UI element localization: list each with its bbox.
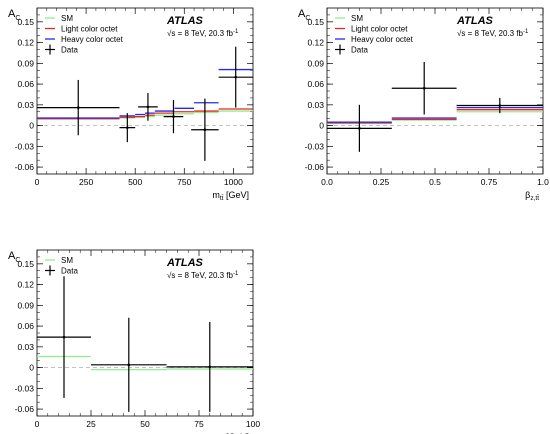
energy-label: √s = 8 TeV, 20.3 fb-1 bbox=[457, 29, 529, 38]
y-axis-label: AC bbox=[8, 250, 20, 264]
y-tick-label: 0.03 bbox=[307, 100, 324, 110]
x-tick-label: 1.0 bbox=[537, 177, 549, 187]
y-tick-label: 0.15 bbox=[17, 17, 34, 27]
x-axis-label-sub: tt̄ bbox=[220, 194, 224, 202]
x-tick-label: 0.25 bbox=[373, 177, 390, 187]
y-tick-label: 0.12 bbox=[307, 38, 324, 48]
y-tick-label: 0 bbox=[29, 121, 34, 131]
energy-label-sup: -1 bbox=[233, 271, 239, 277]
x-tick-label: 250 bbox=[79, 177, 93, 187]
y-tick-label: -0.06 bbox=[305, 162, 325, 172]
data-point bbox=[172, 115, 175, 118]
y-tick-label: 0.06 bbox=[17, 321, 34, 331]
x-axis-label: βz,tt̄ bbox=[525, 190, 539, 202]
energy-label-sup: -1 bbox=[233, 29, 239, 35]
x-axis-label: pT,tt̄ [GeV] bbox=[210, 432, 249, 434]
legend: SM Data bbox=[45, 256, 78, 276]
x-axis-label-main: β bbox=[525, 190, 530, 200]
x-tick-label: 50 bbox=[140, 419, 150, 429]
x-tick-label: 500 bbox=[128, 177, 142, 187]
chart-panel-3: -0.06 -0.03 0 0.03 0.06 0.09 0.12 0.15 0 25 50 75 10… bbox=[8, 249, 260, 434]
data-point bbox=[62, 335, 66, 339]
data-point bbox=[422, 86, 426, 90]
x-tick-label: 25 bbox=[86, 419, 96, 429]
y-tick-label: -0.03 bbox=[15, 383, 35, 393]
x-tick-label: 0.5 bbox=[429, 177, 441, 187]
y-tick-label: 0.12 bbox=[17, 280, 34, 290]
y-tick-label: 0.15 bbox=[17, 259, 34, 269]
legend-label-data: Data bbox=[61, 46, 78, 55]
x-axis-label-sub: z,tt̄ bbox=[530, 194, 539, 202]
x-tick-label: 1000 bbox=[224, 177, 243, 187]
energy-label-sup: -1 bbox=[523, 29, 529, 35]
x-axis-label: mtt̄ [GeV] bbox=[212, 190, 249, 202]
data-point bbox=[146, 105, 150, 109]
data-point bbox=[208, 365, 212, 369]
data-points bbox=[37, 276, 253, 412]
legend-label-light: Light color octet bbox=[351, 25, 408, 34]
legend-label-sm: SM bbox=[61, 256, 73, 265]
y-axis-label-sub: C bbox=[15, 257, 20, 264]
y-tick-label: 0.09 bbox=[17, 300, 34, 310]
y-axis-label: AC bbox=[298, 8, 310, 22]
y-axis-label-sub: C bbox=[305, 15, 310, 22]
legend-label-heavy: Heavy color octet bbox=[351, 35, 414, 44]
y-tick-label: 0.12 bbox=[17, 38, 34, 48]
y-tick-label: 0.09 bbox=[307, 58, 324, 68]
x-tick-label: 75 bbox=[194, 419, 204, 429]
data-point bbox=[203, 128, 207, 132]
data-point bbox=[498, 104, 502, 107]
x-tick-label: 0 bbox=[35, 177, 40, 187]
x-axis-label-unit: [GeV] bbox=[223, 432, 249, 434]
data-points bbox=[327, 61, 543, 152]
legend-label-data: Data bbox=[61, 267, 78, 276]
y-tick-label: 0.03 bbox=[17, 342, 34, 352]
data-point bbox=[127, 363, 131, 367]
legend-label-sm: SM bbox=[351, 14, 363, 23]
y-tick-label: 0.09 bbox=[17, 58, 34, 68]
energy-label: √s = 8 TeV, 20.3 fb-1 bbox=[167, 271, 239, 280]
data-point bbox=[358, 127, 361, 130]
data-point bbox=[76, 106, 80, 109]
y-tick-label: -0.03 bbox=[15, 141, 35, 151]
y-tick-label: -0.06 bbox=[15, 404, 35, 414]
data-point bbox=[234, 75, 238, 79]
x-tick-label: 100 bbox=[246, 419, 260, 429]
y-tick-label: 0 bbox=[319, 121, 324, 131]
y-tick-label: 0.03 bbox=[17, 100, 34, 110]
chart-panel-2: -0.06 -0.03 0 0.03 0.06 0.09 0.12 0.15 0.0 0.25 0.… bbox=[298, 7, 549, 202]
y-tick-label: -0.06 bbox=[15, 162, 35, 172]
x-tick-label: 0.75 bbox=[481, 177, 498, 187]
x-tick-label: 0.0 bbox=[321, 177, 333, 187]
x-axis-label-unit: [GeV] bbox=[223, 190, 249, 200]
y-tick-label: 0.06 bbox=[307, 79, 324, 89]
data-points bbox=[37, 46, 253, 161]
y-axis-label-sub: C bbox=[15, 15, 20, 22]
x-tick-label: 750 bbox=[177, 177, 191, 187]
x-tick-label: 0 bbox=[35, 419, 40, 429]
y-tick-label: 0 bbox=[29, 363, 34, 373]
x-axis-label-main: p bbox=[210, 432, 215, 434]
legend-label-heavy: Heavy color octet bbox=[61, 35, 124, 44]
legend-label-sm: SM bbox=[61, 14, 73, 23]
energy-label: √s = 8 TeV, 20.3 fb-1 bbox=[167, 29, 239, 38]
legend-label-light: Light color octet bbox=[61, 25, 118, 34]
y-axis-label: AC bbox=[8, 8, 20, 22]
y-tick-label: 0.15 bbox=[307, 17, 324, 27]
y-tick-label: -0.03 bbox=[305, 141, 325, 151]
data-point bbox=[126, 126, 129, 129]
legend-label-data: Data bbox=[351, 46, 368, 55]
chart-panel-1: -0.06 -0.03 0 0.03 0.06 0.09 0.12 0.15 0 250 500 75… bbox=[8, 7, 254, 202]
y-tick-label: 0.06 bbox=[17, 79, 34, 89]
experiment-label: ATLAS bbox=[166, 257, 204, 269]
experiment-label: ATLAS bbox=[456, 15, 494, 27]
experiment-label: ATLAS bbox=[166, 15, 204, 27]
x-axis-label-main: m bbox=[212, 190, 220, 200]
